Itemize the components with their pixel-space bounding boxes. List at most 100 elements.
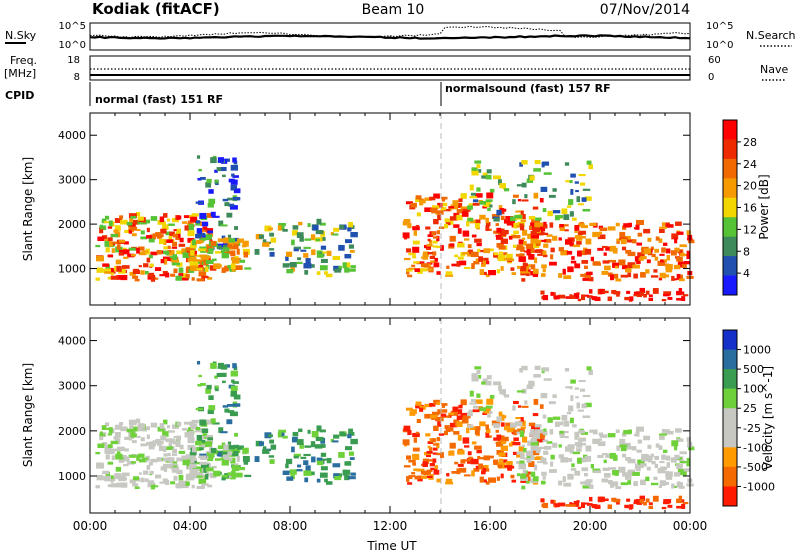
velocity-cell — [202, 433, 208, 437]
velocity-cell — [427, 459, 433, 462]
velocity-cell — [291, 436, 298, 443]
power-cell — [633, 294, 638, 297]
velocity-cell — [582, 415, 591, 419]
velocity-cell — [524, 400, 528, 405]
velocity-cell — [140, 443, 148, 447]
power-cell — [189, 255, 195, 259]
power-cell — [228, 203, 235, 207]
power-cell — [512, 199, 516, 205]
velocity-cell — [498, 452, 506, 457]
velocity-cell — [493, 459, 498, 463]
power-cell — [533, 245, 540, 249]
power-cell — [488, 269, 497, 276]
power-cell — [581, 197, 587, 202]
velocity-cell — [576, 448, 582, 452]
x-tick-label: 00:00 — [673, 519, 708, 533]
velocity-cell — [426, 455, 432, 458]
velocity-cell — [199, 443, 206, 449]
power-cell — [163, 246, 168, 250]
power-cell — [227, 197, 233, 201]
velocity-cell — [348, 428, 353, 435]
power-cell — [580, 294, 586, 301]
velocity-cell — [150, 422, 158, 428]
velocity-cell — [516, 454, 523, 458]
power-cell — [497, 256, 503, 261]
velocity-cell — [512, 441, 521, 446]
velocity-cell — [542, 431, 548, 435]
power-cell — [111, 248, 115, 253]
power-cell — [457, 242, 465, 248]
velocity-cell — [176, 435, 182, 441]
velocity-cell — [476, 393, 481, 398]
power-cell — [225, 250, 233, 255]
power-cell — [108, 267, 114, 272]
power-cell — [167, 245, 171, 250]
y-tick-label: 2000 — [58, 218, 86, 231]
velocity-cell — [239, 466, 246, 471]
power-cell — [101, 218, 107, 224]
velocity-cell — [311, 456, 316, 463]
velocity-cell — [526, 457, 531, 461]
power-cell — [347, 227, 352, 232]
power-cell — [539, 197, 544, 203]
velocity-cell — [639, 499, 644, 504]
velocity-cell — [185, 474, 191, 481]
velocity-cell — [186, 455, 195, 458]
power-cell — [206, 212, 215, 218]
power-cell — [532, 242, 537, 247]
power-cell — [422, 251, 429, 257]
power-cell — [485, 273, 490, 278]
x-tick-label: 04:00 — [173, 519, 208, 533]
velocity-cell — [639, 495, 645, 501]
velocity-cell — [138, 427, 147, 432]
velocity-cell — [172, 440, 179, 445]
velocity-cell — [432, 447, 438, 451]
power-cell — [315, 230, 324, 235]
velocity-cell — [534, 464, 538, 471]
velocity-cell — [434, 465, 439, 470]
velocity-cell — [513, 400, 519, 405]
velocity-cell — [416, 418, 421, 424]
velocity-cell — [520, 476, 529, 482]
velocity-cell — [472, 409, 480, 413]
velocity-cell — [406, 455, 412, 460]
velocity-cell — [432, 452, 438, 455]
velocity-cell — [303, 470, 312, 476]
power-cell — [450, 204, 459, 210]
power-cell — [582, 208, 591, 212]
power-cell — [574, 293, 579, 297]
power-cell — [198, 271, 207, 277]
colorbar-tick-label: 8 — [743, 245, 750, 258]
power-cell — [431, 205, 440, 209]
power-cell — [445, 274, 454, 277]
power-cell — [427, 238, 431, 242]
power-cell — [510, 216, 517, 222]
colorbar-segment — [723, 139, 737, 160]
power-cell — [485, 221, 491, 227]
velocity-cell — [199, 461, 208, 465]
power-cell — [626, 239, 635, 243]
power-cell — [579, 182, 586, 186]
velocity-cell — [350, 472, 356, 476]
power-cell — [588, 276, 594, 282]
power-cell — [532, 268, 539, 274]
power-cell — [584, 272, 592, 279]
power-cell — [237, 238, 244, 243]
velocity-scatter — [95, 360, 695, 510]
velocity-cell — [671, 440, 679, 447]
velocity-cell — [521, 365, 528, 371]
power-cell — [602, 260, 610, 264]
velocity-cell — [230, 385, 238, 391]
velocity-cell — [487, 414, 491, 418]
power-cell — [118, 268, 126, 274]
velocity-cell — [582, 394, 591, 398]
velocity-cell — [110, 483, 119, 488]
power-cell — [498, 179, 502, 185]
power-cell — [535, 222, 544, 227]
velocity-cell — [189, 464, 197, 469]
power-cell — [158, 234, 164, 238]
power-cell — [550, 247, 555, 253]
nsearch-tick-bottom: 10^0 — [706, 40, 733, 51]
velocity-cell — [534, 365, 541, 370]
power-cell — [496, 269, 501, 274]
